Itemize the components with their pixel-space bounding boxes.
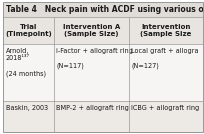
Bar xyxy=(3,2,203,17)
Text: Intervention A
(Sample Size): Intervention A (Sample Size) xyxy=(63,24,120,37)
Bar xyxy=(3,17,203,44)
Text: Table 4   Neck pain with ACDF using various osteogenic ma: Table 4 Neck pain with ACDF using variou… xyxy=(6,5,204,14)
Text: Intervention
(Sample Size: Intervention (Sample Size xyxy=(140,24,192,37)
Text: i-Factor + allograft ring

(N=117): i-Factor + allograft ring (N=117) xyxy=(57,48,133,69)
Text: ICBG + allograft ring: ICBG + allograft ring xyxy=(131,105,200,111)
Text: BMP-2 + allograft ring: BMP-2 + allograft ring xyxy=(57,105,129,111)
Bar xyxy=(3,101,203,132)
Text: Arnold,
2018¹³⁷

(24 months): Arnold, 2018¹³⁷ (24 months) xyxy=(6,48,45,77)
Text: Trial
(Timepoint): Trial (Timepoint) xyxy=(5,24,52,37)
Bar xyxy=(3,44,203,101)
Text: Baskin, 2003: Baskin, 2003 xyxy=(6,105,48,111)
Text: Local graft + allogra

(N=127): Local graft + allogra (N=127) xyxy=(131,48,199,69)
